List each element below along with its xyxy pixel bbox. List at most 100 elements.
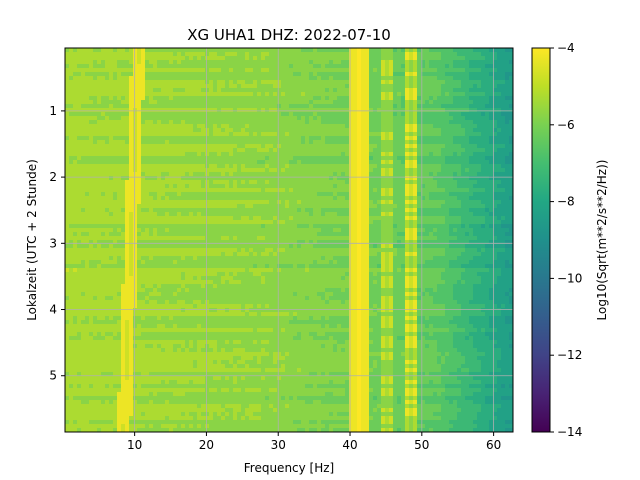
spectrogram-cell (409, 124, 414, 129)
spectrogram-cell (161, 96, 166, 101)
spectrogram-cell (317, 112, 322, 117)
spectrogram-cell (497, 116, 502, 121)
spectrogram-cell (145, 172, 150, 177)
spectrogram-cell (413, 64, 418, 69)
spectrogram-cell (117, 56, 122, 61)
spectrogram-cell (125, 112, 130, 117)
spectrogram-cell (181, 132, 186, 137)
spectrogram-cell (405, 48, 410, 53)
spectrogram-cell (453, 84, 458, 89)
spectrogram-cell (409, 92, 414, 97)
spectrogram-cell (365, 48, 370, 53)
spectrogram-cell (413, 220, 418, 225)
spectrogram-cell (177, 204, 182, 209)
spectrogram-cell (369, 96, 374, 101)
spectrogram-cell (169, 96, 174, 101)
spectrogram-cell (65, 56, 70, 61)
spectrogram-cell (449, 148, 454, 153)
spectrogram-cell (237, 180, 242, 185)
spectrogram-cell (345, 48, 350, 53)
spectrogram-cell (309, 56, 314, 61)
spectrogram-cell (117, 176, 122, 181)
spectrogram-cell (193, 80, 198, 85)
spectrogram-cell (145, 144, 150, 149)
spectrogram-cell (413, 212, 418, 217)
spectrogram-cell (265, 88, 270, 93)
spectrogram-cell (81, 216, 86, 221)
spectrogram-cell (65, 176, 70, 181)
spectrogram-cell (377, 168, 382, 173)
spectrogram-cell (157, 108, 162, 113)
spectrogram-cell (357, 152, 362, 157)
spectrogram-cell (349, 60, 354, 65)
spectrogram-cell (389, 140, 394, 145)
spectrogram-cell (209, 52, 214, 57)
spectrogram-cell (489, 144, 494, 149)
spectrogram-cell (453, 112, 458, 117)
spectrogram-cell (161, 208, 166, 213)
spectrogram-cell (177, 168, 182, 173)
spectrogram-cell (489, 200, 494, 205)
spectrogram-cell (245, 116, 250, 121)
spectrogram-cell (217, 92, 222, 97)
spectrogram-cell (197, 180, 202, 185)
spectrogram-cell (401, 92, 406, 97)
spectrogram-cell (201, 52, 206, 57)
spectrogram-cell (81, 112, 86, 117)
spectrogram-cell (65, 60, 70, 65)
spectrogram-cell (457, 88, 462, 93)
spectrogram-cell (153, 200, 158, 205)
spectrogram-cell (329, 120, 334, 125)
spectrogram-cell (117, 64, 122, 69)
spectrogram-cell (357, 188, 362, 193)
spectrogram-cell (193, 164, 198, 169)
spectrogram-cell (133, 92, 138, 97)
spectrogram-cell (113, 140, 118, 145)
spectrogram-cell (309, 204, 314, 209)
spectrogram-cell (73, 136, 78, 141)
spectrogram-cell (477, 104, 482, 109)
spectrogram-cell (257, 216, 262, 221)
spectrogram-cell (505, 204, 510, 209)
spectrogram-cell (101, 208, 106, 213)
spectrogram-cell (441, 216, 446, 221)
spectrogram-cell (181, 48, 186, 53)
spectrogram-cell (417, 152, 422, 157)
spectrogram-cell (81, 128, 86, 133)
spectrogram-cell (457, 84, 462, 89)
spectrogram-cell (465, 76, 470, 81)
spectrogram-cell (465, 172, 470, 177)
spectrogram-cell (277, 196, 282, 201)
spectrogram-cell (169, 196, 174, 201)
spectrogram-cell (205, 128, 210, 133)
spectrogram-cell (237, 200, 242, 205)
spectrogram-cell (449, 192, 454, 197)
spectrogram-cell (253, 188, 258, 193)
spectrogram-cell (145, 96, 150, 101)
spectrogram-cell (197, 100, 202, 105)
spectrogram-cell (285, 84, 290, 89)
spectrogram-cell (481, 128, 486, 133)
spectrogram-cell (137, 132, 142, 137)
spectrogram-cell (293, 116, 298, 121)
spectrogram-cell (257, 88, 262, 93)
spectrogram-cell (305, 196, 310, 201)
spectrogram-cell (493, 76, 498, 81)
spectrogram-cell (73, 120, 78, 125)
spectrogram-cell (201, 152, 206, 157)
spectrogram-cell (369, 216, 374, 221)
spectrogram-cell (393, 72, 398, 77)
spectrogram-cell (277, 56, 282, 61)
spectrogram-cell (77, 192, 82, 197)
spectrogram-cell (357, 132, 362, 137)
spectrogram-cell (85, 192, 90, 197)
spectrogram-cell (501, 104, 506, 109)
spectrogram-cell (297, 136, 302, 141)
spectrogram-cell (329, 200, 334, 205)
spectrogram-cell (113, 64, 118, 69)
spectrogram-cell (221, 112, 226, 117)
spectrogram-cell (425, 156, 430, 161)
spectrogram-cell (477, 212, 482, 217)
spectrogram-cell (381, 140, 386, 145)
spectrogram-cell (65, 108, 70, 113)
